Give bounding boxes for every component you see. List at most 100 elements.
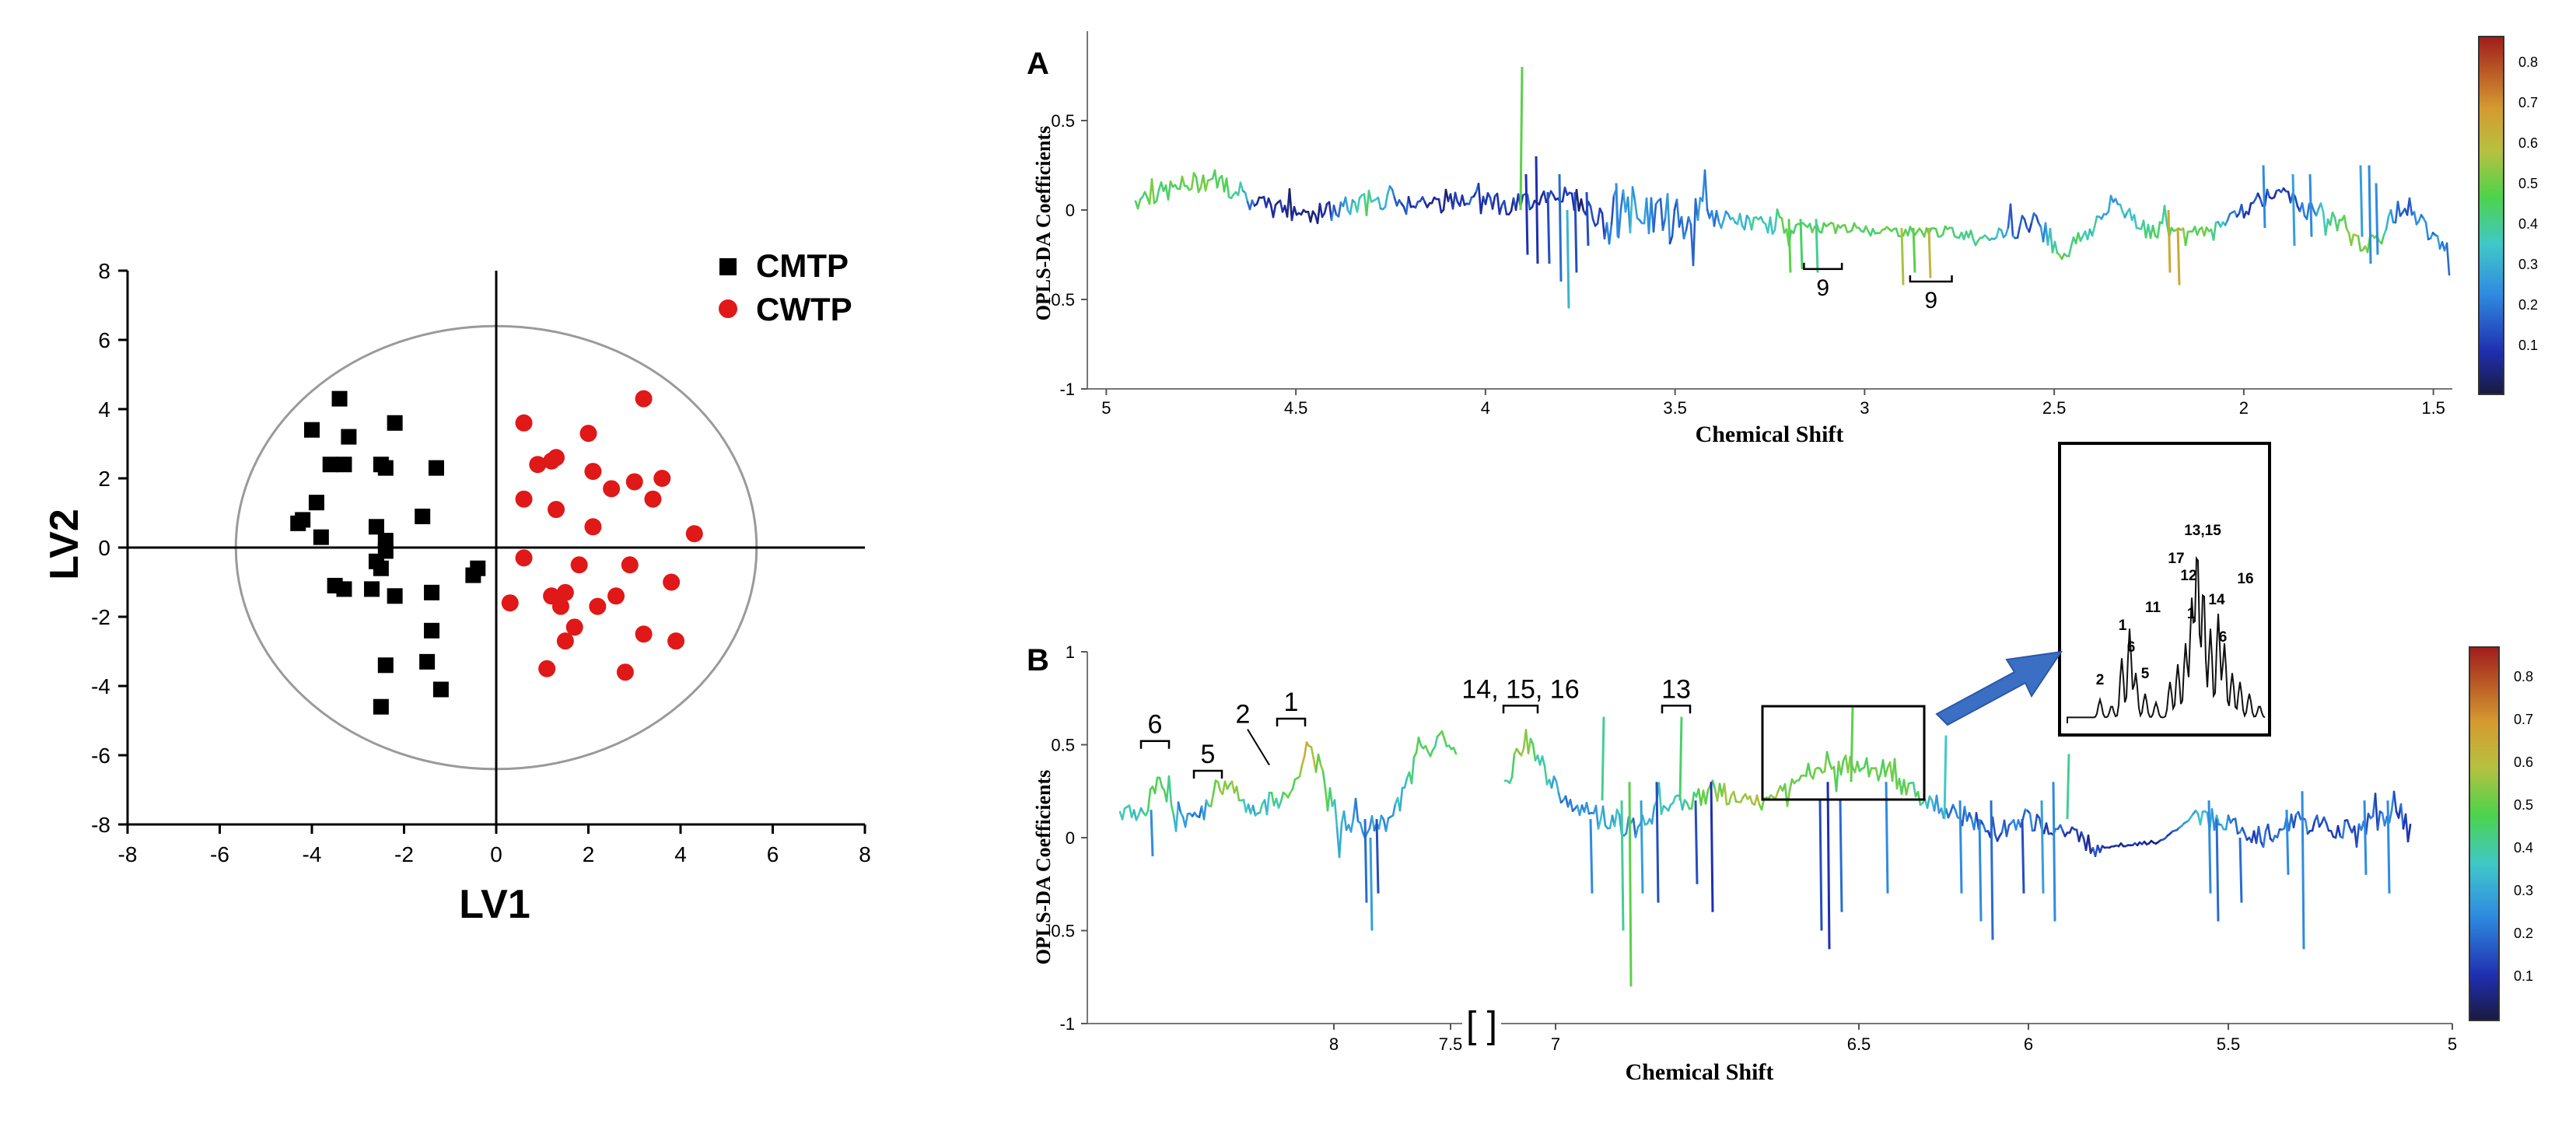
panel-b-line-segment bbox=[1377, 814, 1383, 830]
panel-b-line-segment bbox=[1912, 782, 1917, 798]
x-tick-label: 0 bbox=[490, 842, 502, 866]
panel-b-spike bbox=[2363, 800, 2368, 875]
zoom-arrow-icon bbox=[1935, 650, 2063, 726]
panel-a-line-segment bbox=[1496, 192, 1501, 215]
cmtp-point bbox=[308, 495, 324, 511]
panel-a-line-segment bbox=[2329, 212, 2334, 226]
panel-a-line-segment bbox=[1769, 216, 1774, 235]
panel-a-colorbar-tick: 0.1 bbox=[2518, 338, 2538, 353]
cwtp-point bbox=[501, 594, 519, 612]
panel-a-x-tick-label: 5 bbox=[1101, 398, 1111, 418]
panel-b-annotation-label: 5 bbox=[1201, 740, 1216, 769]
panel-a-line-segment bbox=[1743, 215, 1748, 231]
panel-b-line-segment bbox=[2374, 793, 2379, 831]
panel-b-line-segment bbox=[1317, 753, 1322, 766]
panel-b-colorbar-tick: 0.1 bbox=[2514, 968, 2533, 984]
cwtp-point bbox=[616, 663, 634, 681]
panel-a-line-segment bbox=[1498, 204, 1503, 215]
panel-b-line-segment bbox=[1865, 757, 1871, 778]
panel-a-line-segment bbox=[2212, 221, 2217, 241]
panel-b-line-segment bbox=[1555, 780, 1560, 795]
panel-a-line-segment bbox=[1738, 212, 1744, 227]
panel-a-line-segment bbox=[1225, 177, 1230, 198]
cwtp-point bbox=[579, 425, 597, 443]
panel-b-colorbar bbox=[2469, 646, 2500, 1021]
panel-b-line-segment bbox=[1825, 751, 1831, 764]
panel-a-line-segment bbox=[1661, 216, 1667, 231]
panel-a-line-segment bbox=[1792, 224, 1797, 234]
panel-a-line-segment bbox=[2035, 215, 2040, 224]
panel-a-x-tick-label: 1.5 bbox=[2421, 398, 2445, 418]
panel-b-line-segment bbox=[1520, 747, 1525, 757]
panel-a-line-segment bbox=[1461, 194, 1466, 206]
panel-a-line-segment bbox=[1563, 187, 1569, 196]
panel-b-line-segment bbox=[1954, 809, 1959, 819]
panel-a-coefficient-line bbox=[1134, 66, 2451, 309]
panel-b-line-segment bbox=[1905, 782, 1910, 796]
panel-b-spike bbox=[1375, 819, 1380, 894]
panel-b-colorbar-ticks: 0.8 0.7 0.6 0.5 0.4 0.3 0.2 0.1 bbox=[2514, 669, 2533, 984]
panel-a-line-segment bbox=[1652, 203, 1657, 233]
panel-a-line-segment bbox=[2396, 201, 2402, 217]
panel-b-y-tick-label: 0.5 bbox=[1051, 736, 1075, 755]
panel-b-line-segment bbox=[1398, 786, 1404, 812]
panel-b-line-segment bbox=[1321, 770, 1327, 790]
cmtp-point bbox=[415, 508, 431, 524]
panel-a-line-segment bbox=[1934, 227, 1940, 238]
panel-b-line-segment bbox=[1531, 743, 1537, 761]
panel-b-spike bbox=[1678, 716, 1683, 801]
panel-a-line-segment bbox=[1377, 196, 1382, 210]
panel-b-line-segment bbox=[2292, 814, 2298, 829]
panel-b-line-segment bbox=[2257, 825, 2263, 843]
panel-b-annotation-pointer bbox=[1247, 729, 1270, 766]
panel-a-line-segment bbox=[2091, 226, 2096, 237]
panel-b-line-segment bbox=[1209, 793, 1215, 808]
panel-a-line-segment bbox=[1367, 190, 1373, 203]
panel-b-line-segment bbox=[1177, 801, 1182, 814]
panel-a-line-segment bbox=[1675, 198, 1681, 228]
panel-a-line-segment bbox=[1293, 205, 1298, 216]
panel-a-spike bbox=[1585, 191, 1590, 247]
y-tick-label: -4 bbox=[91, 674, 110, 698]
panel-a-line-segment bbox=[2151, 224, 2157, 237]
panel-a-line-segment bbox=[1484, 192, 1489, 205]
panel-a-line-segment bbox=[2023, 218, 2028, 229]
panel-b-spike bbox=[1628, 782, 1633, 987]
panel-b-line-segment bbox=[1121, 807, 1126, 821]
panel-a-line-segment bbox=[1580, 198, 1585, 212]
panel-a-line-segment bbox=[1216, 177, 1221, 189]
panel-a-annotation-label: 9 bbox=[1924, 288, 1937, 313]
panel-a-spike bbox=[1615, 183, 1619, 237]
panel-a-line-segment bbox=[1136, 198, 1142, 210]
panel-b-spike bbox=[1826, 782, 1831, 950]
panel-b-spike bbox=[2301, 791, 2305, 950]
panel-a-line-segment bbox=[2016, 225, 2021, 240]
panel-b-x-tick-label: 8 bbox=[1329, 1034, 1339, 1054]
panel-b-line-segment bbox=[1216, 781, 1222, 793]
panel-b-line-segment bbox=[1303, 741, 1308, 758]
panel-b-line-segment bbox=[2336, 824, 2342, 838]
panel-b-line-segment bbox=[1963, 806, 1969, 822]
panel-b-line-segment bbox=[2080, 831, 2085, 840]
panel-a-spike bbox=[1927, 227, 1932, 278]
axis-break-marker: [ ] bbox=[1466, 1005, 1497, 1046]
panel-a-line-segment bbox=[1288, 187, 1293, 222]
panel-a-line-segment bbox=[1715, 209, 1720, 223]
panel-b-line-segment bbox=[1597, 818, 1602, 830]
panel-b-line-segment bbox=[1370, 814, 1376, 831]
panel-b-x-tick-label: 5 bbox=[2448, 1034, 2457, 1054]
legend-marker-cmtp bbox=[719, 258, 737, 275]
panel-a-line-segment bbox=[1318, 202, 1324, 219]
panel-a-line-segment bbox=[1468, 196, 1473, 205]
panel-b-annotation-label: 1 bbox=[1284, 688, 1299, 717]
panel-b-line-segment bbox=[1657, 782, 1663, 815]
panel-b-line-segment bbox=[2399, 803, 2405, 830]
cmtp-point bbox=[419, 653, 436, 670]
panel-b-line-segment bbox=[1667, 803, 1672, 812]
score-scatter-plot: -8 -6 -4 -2 0 2 4 6 8 8 6 4 2 0 -2 -4 -6 -8 LV1 LV2 CMTP … bbox=[42, 247, 871, 927]
panel-b-annotation-label: 2 bbox=[1236, 700, 1251, 730]
legend-marker-cwtp bbox=[719, 299, 737, 318]
inset-annotation-label: 5 bbox=[2141, 666, 2150, 682]
panel-a-line-segment bbox=[2385, 215, 2390, 230]
